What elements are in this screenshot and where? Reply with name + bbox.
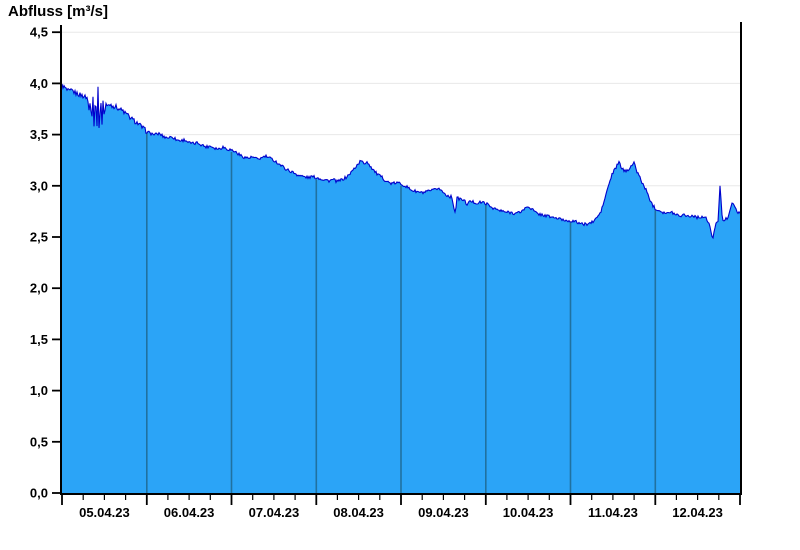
x-tick-label: 07.04.23 xyxy=(249,505,300,520)
y-tick-label: 1,5 xyxy=(30,332,48,347)
y-tick-label: 0,0 xyxy=(30,486,48,501)
x-tick-label: 09.04.23 xyxy=(418,505,469,520)
y-tick-label: 1,0 xyxy=(30,383,48,398)
x-tick-label: 08.04.23 xyxy=(333,505,384,520)
y-tick-label: 4,5 xyxy=(30,25,48,40)
y-tick-label: 2,0 xyxy=(30,281,48,296)
x-tick-label: 10.04.23 xyxy=(503,505,554,520)
x-tick-label: 05.04.23 xyxy=(79,505,130,520)
y-tick-label: 3,5 xyxy=(30,127,48,142)
chart-title: Abfluss [m³/s] xyxy=(8,3,109,20)
y-tick-label: 4,0 xyxy=(30,76,48,91)
x-tick-label: 11.04.23 xyxy=(588,505,638,520)
x-tick-label: 12.04.23 xyxy=(672,505,723,520)
y-tick-label: 3,0 xyxy=(30,178,48,193)
y-tick-label: 0,5 xyxy=(30,434,48,449)
y-tick-label: 2,5 xyxy=(30,230,48,245)
area-series-line xyxy=(61,83,741,240)
x-tick-label: 06.04.23 xyxy=(164,505,215,520)
